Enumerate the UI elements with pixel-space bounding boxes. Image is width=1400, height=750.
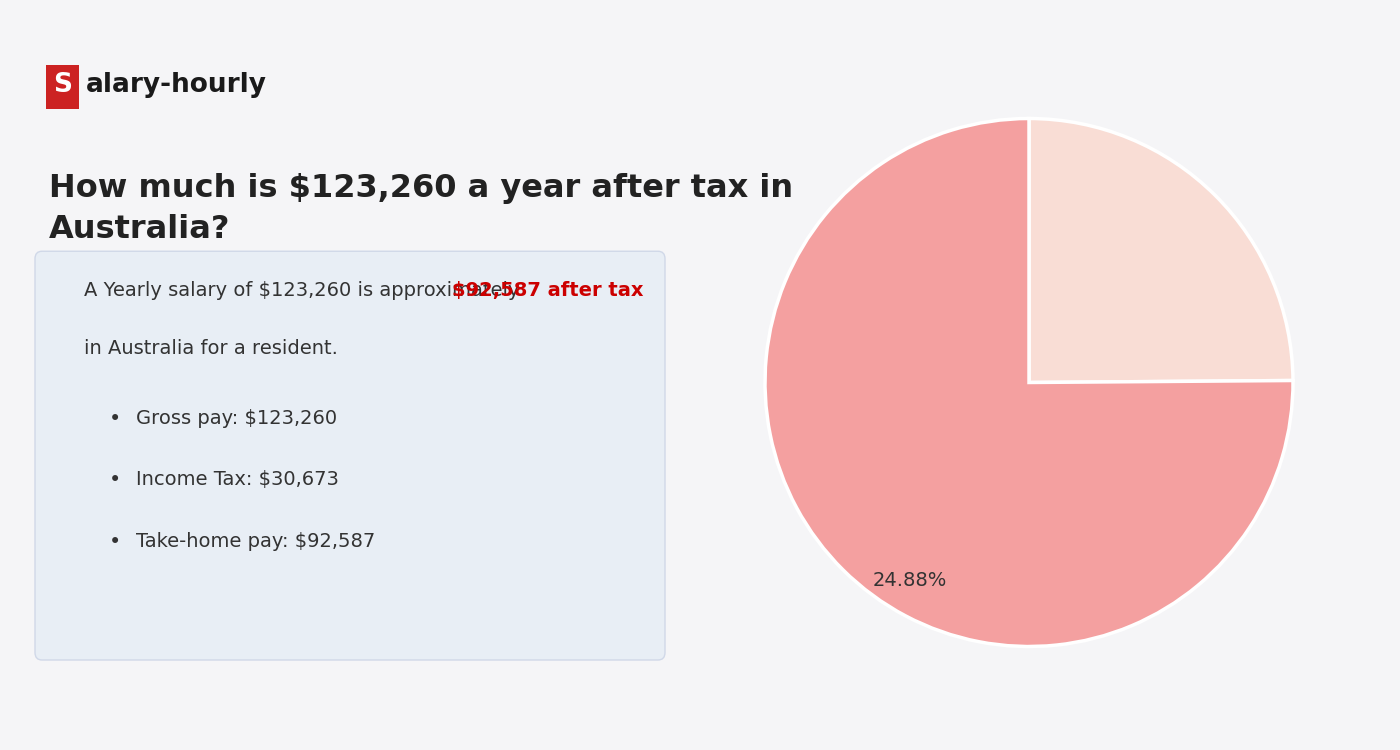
FancyBboxPatch shape: [45, 65, 80, 109]
Text: alary-hourly: alary-hourly: [85, 73, 266, 98]
Text: How much is $123,260 a year after tax in
Australia?: How much is $123,260 a year after tax in…: [49, 172, 794, 245]
Text: Gross pay: $123,260: Gross pay: $123,260: [137, 409, 337, 428]
Text: in Australia for a resident.: in Australia for a resident.: [84, 339, 337, 358]
Wedge shape: [764, 118, 1294, 646]
Text: S: S: [53, 73, 71, 98]
Text: Take-home pay: $92,587: Take-home pay: $92,587: [137, 532, 375, 550]
Text: Income Tax: $30,673: Income Tax: $30,673: [137, 470, 339, 489]
Text: •: •: [109, 532, 120, 552]
Text: A Yearly salary of $123,260 is approximately: A Yearly salary of $123,260 is approxima…: [84, 281, 526, 300]
Text: •: •: [109, 409, 120, 429]
Text: 24.88%: 24.88%: [874, 571, 948, 590]
Text: $92,587 after tax: $92,587 after tax: [451, 281, 643, 300]
Wedge shape: [1029, 118, 1294, 382]
Text: •: •: [109, 470, 120, 490]
FancyBboxPatch shape: [35, 251, 665, 660]
